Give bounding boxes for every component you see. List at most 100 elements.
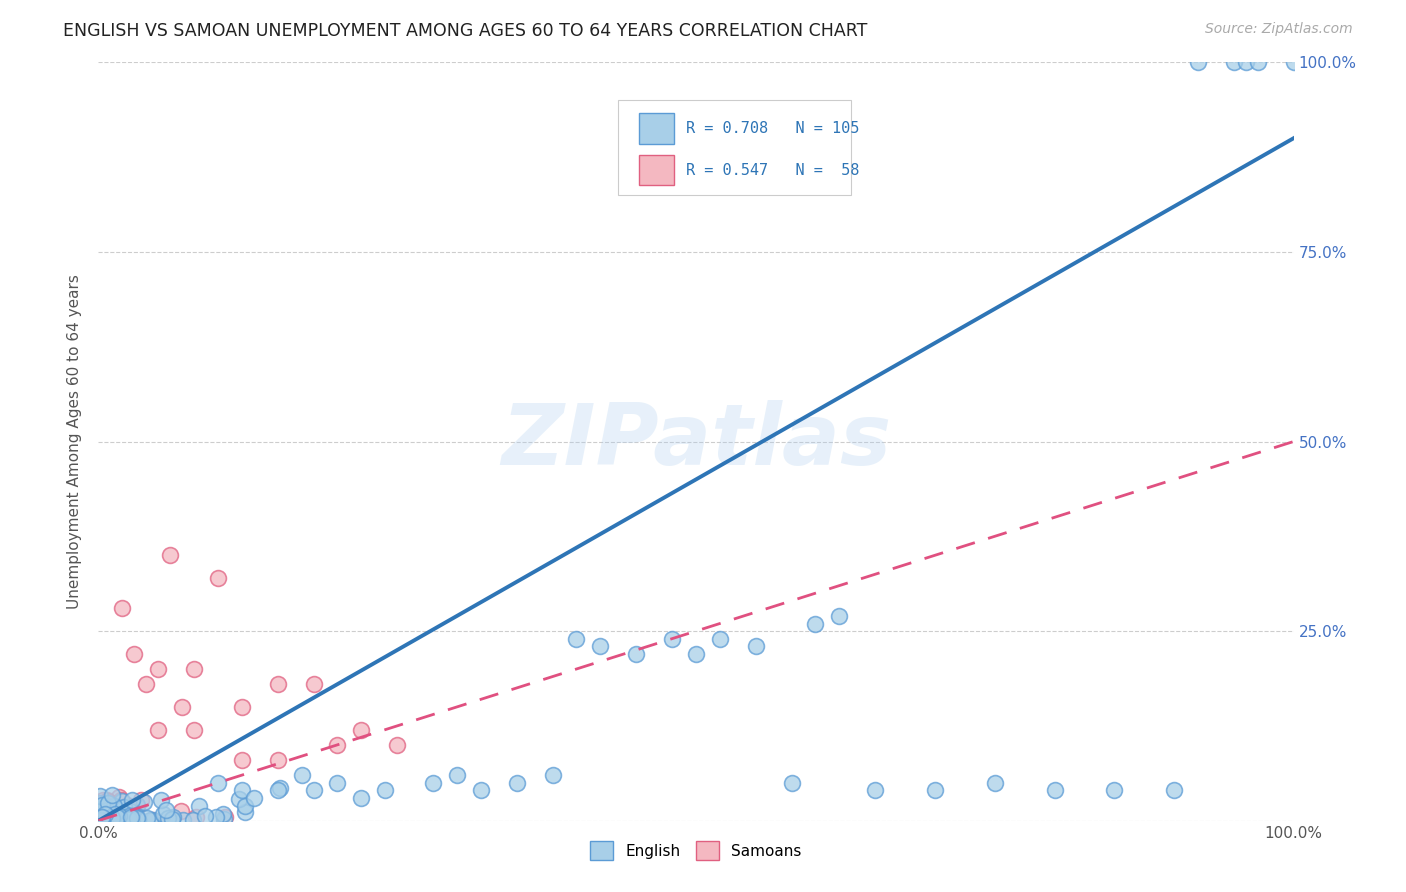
Point xyxy=(233,805,256,819)
Point xyxy=(207,776,229,790)
Point xyxy=(115,812,138,826)
Point xyxy=(204,810,226,824)
Point xyxy=(127,813,149,827)
Point xyxy=(187,798,209,813)
Point xyxy=(121,802,143,816)
Point xyxy=(114,812,136,826)
Point xyxy=(98,795,121,809)
Point xyxy=(107,805,129,819)
Point xyxy=(326,776,349,790)
Point xyxy=(565,632,588,646)
Text: R = 0.708   N = 105: R = 0.708 N = 105 xyxy=(686,121,860,136)
Point xyxy=(135,811,157,825)
Point xyxy=(121,793,143,807)
Point xyxy=(1043,783,1066,797)
Text: ENGLISH VS SAMOAN UNEMPLOYMENT AMONG AGES 60 TO 64 YEARS CORRELATION CHART: ENGLISH VS SAMOAN UNEMPLOYMENT AMONG AGE… xyxy=(63,22,868,40)
Point xyxy=(96,805,118,819)
Point xyxy=(101,805,124,819)
Point xyxy=(96,810,118,824)
Point xyxy=(160,813,183,827)
Point xyxy=(183,662,205,676)
Point xyxy=(159,548,181,563)
Text: R = 0.547   N =  58: R = 0.547 N = 58 xyxy=(686,162,860,178)
Point xyxy=(125,813,148,827)
Point xyxy=(93,804,115,818)
Point xyxy=(231,783,253,797)
Point xyxy=(194,808,217,822)
Point xyxy=(149,793,172,807)
Point xyxy=(385,738,409,752)
Point xyxy=(231,699,253,714)
Point xyxy=(91,797,114,811)
Point xyxy=(132,795,155,809)
Point xyxy=(135,677,157,691)
Point xyxy=(118,805,141,819)
Point xyxy=(291,768,314,782)
Point xyxy=(91,801,114,815)
Point xyxy=(89,806,111,821)
Point xyxy=(865,783,887,797)
Point xyxy=(90,809,112,823)
Point xyxy=(172,699,194,714)
Point xyxy=(162,810,184,824)
Point xyxy=(156,811,179,825)
Point xyxy=(127,800,149,814)
Point xyxy=(828,608,851,623)
Point xyxy=(107,806,129,821)
Point xyxy=(90,800,112,814)
Point xyxy=(124,647,146,661)
Point xyxy=(89,813,111,827)
Point xyxy=(100,811,122,825)
Legend: English, Samoans: English, Samoans xyxy=(585,835,807,866)
Point xyxy=(121,806,143,821)
Point xyxy=(183,723,205,737)
Point xyxy=(115,798,138,813)
Point xyxy=(117,812,139,826)
Point xyxy=(125,798,148,813)
Point xyxy=(148,723,170,737)
Point xyxy=(94,811,117,825)
Point xyxy=(269,781,291,796)
Point xyxy=(1234,55,1257,70)
Point xyxy=(117,813,139,827)
Point xyxy=(90,805,112,819)
Point xyxy=(589,639,612,653)
Point xyxy=(96,794,118,808)
Point xyxy=(302,677,325,691)
Point xyxy=(89,796,111,810)
Point xyxy=(93,802,115,816)
Point xyxy=(101,807,124,822)
Point xyxy=(1163,783,1185,797)
Point xyxy=(267,677,290,691)
Point xyxy=(91,798,114,813)
Point xyxy=(120,810,142,824)
Point xyxy=(125,811,148,825)
Point xyxy=(1247,55,1270,70)
Point xyxy=(709,632,731,646)
Point xyxy=(97,806,120,821)
Point xyxy=(170,804,193,818)
Text: Source: ZipAtlas.com: Source: ZipAtlas.com xyxy=(1205,22,1353,37)
Point xyxy=(541,768,564,782)
Point xyxy=(96,810,118,824)
Point xyxy=(97,811,120,825)
Point xyxy=(111,601,134,615)
Point xyxy=(103,809,125,823)
Point xyxy=(118,802,141,816)
Point xyxy=(103,802,125,816)
Point xyxy=(125,809,148,823)
Point xyxy=(422,776,444,790)
Point xyxy=(100,805,122,819)
Point xyxy=(350,791,373,805)
Point xyxy=(924,783,946,797)
Point xyxy=(214,810,236,824)
Y-axis label: Unemployment Among Ages 60 to 64 years: Unemployment Among Ages 60 to 64 years xyxy=(67,274,83,609)
Point xyxy=(745,639,768,653)
Point xyxy=(105,810,128,824)
Point xyxy=(101,801,124,815)
Point xyxy=(101,788,124,802)
Point xyxy=(470,783,492,797)
Point xyxy=(984,776,1007,790)
Point xyxy=(780,776,803,790)
Point xyxy=(122,810,145,824)
